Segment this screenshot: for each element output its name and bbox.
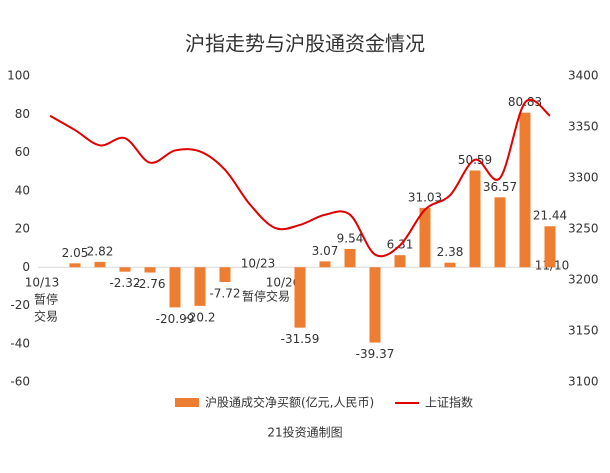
bar: [194, 267, 206, 306]
value-label: 2.38: [437, 245, 464, 259]
y2-tick-label: 3400: [568, 69, 599, 83]
legend-label: 沪股通成交净买额(亿元,人民币): [205, 395, 374, 410]
x-tick-label: 10/13: [25, 276, 60, 290]
legend-label: 上证指数: [425, 395, 473, 410]
bar: [519, 112, 531, 268]
x-tick-label: 10/26: [266, 276, 301, 290]
value-label: -20.2: [184, 310, 215, 324]
legend-swatch: [175, 398, 199, 407]
value-label: -7.72: [209, 287, 240, 301]
annotation: 暂停交易: [242, 289, 290, 304]
bar: [69, 263, 81, 268]
value-label: 3.07: [312, 244, 339, 258]
value-label: -31.59: [281, 332, 320, 346]
y2-tick-label: 3200: [568, 273, 599, 287]
source-note: 21投资通制图: [267, 425, 342, 440]
value-label: 31.03: [408, 190, 442, 204]
chart-title: 沪指走势与沪股通资金情况: [185, 32, 425, 56]
y-tick-label: -40: [10, 336, 30, 350]
y-tick-label: -60: [10, 375, 30, 389]
y2-tick-label: 3150: [568, 324, 599, 338]
bar: [444, 262, 456, 268]
bar: [219, 267, 231, 283]
y-tick-label: 20: [15, 222, 30, 236]
bar: [119, 267, 131, 272]
line: [49, 98, 551, 258]
bar: [144, 267, 156, 273]
annotation: 交易: [34, 309, 58, 324]
y2-tick-label: 3100: [568, 375, 599, 389]
value-label: 2.82: [87, 244, 114, 258]
bar: [369, 267, 381, 343]
bar: [344, 249, 356, 268]
bar: [94, 261, 106, 268]
value-label: -20.99: [156, 312, 195, 326]
y-tick-label: 80: [15, 107, 30, 121]
x-tick-label: 10/23: [241, 257, 276, 271]
bar: [319, 261, 331, 268]
y2-tick-label: 3300: [568, 171, 599, 185]
y-tick-label: 60: [15, 145, 30, 159]
bar: [394, 255, 406, 268]
bar: [169, 267, 181, 308]
bar: [419, 207, 431, 268]
value-label: -2.76: [134, 277, 165, 291]
value-label: 9.54: [337, 232, 364, 246]
y-tick-label: 100: [7, 69, 30, 83]
y-tick-label: 40: [15, 183, 30, 197]
annotation: 暂停: [34, 292, 58, 307]
value-label: -2.32: [109, 276, 140, 290]
value-label: 36.57: [483, 180, 517, 194]
value-label: 2.05: [62, 246, 89, 260]
bar: [494, 197, 506, 268]
y2-tick-label: 3350: [568, 120, 599, 134]
bar: [294, 267, 306, 328]
y-tick-label: -20: [10, 298, 30, 312]
bar: [544, 226, 556, 268]
bar: [469, 170, 481, 268]
value-label: -39.37: [356, 347, 395, 361]
y2-tick-label: 3250: [568, 222, 599, 236]
value-label: 21.44: [533, 209, 567, 223]
y-tick-label: 0: [22, 260, 30, 274]
